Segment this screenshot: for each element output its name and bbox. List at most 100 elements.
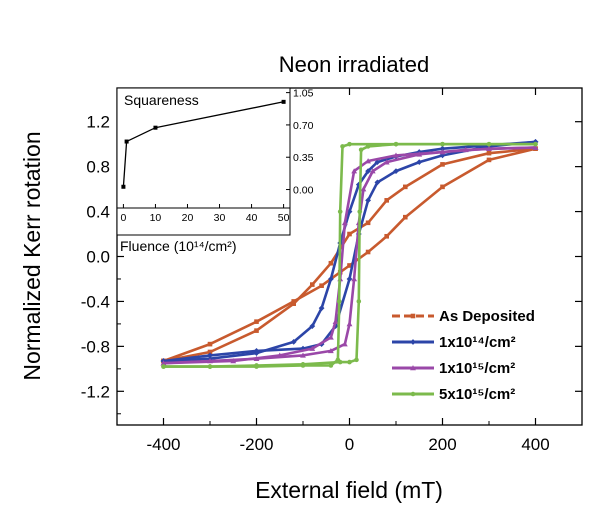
inset-x-axis-title: Fluence (10¹⁴/cm²)	[120, 238, 236, 254]
inset-y-tick-label: 0.35	[293, 152, 314, 164]
data-point	[383, 159, 390, 165]
y-tick-label: 0.0	[86, 248, 110, 267]
data-point	[207, 364, 213, 369]
inset-chart: Squareness 0 10 20 30 40 50 0.00 0.35 0.70 1.05 F…	[116, 87, 314, 254]
data-point	[384, 198, 389, 203]
inset-data-point	[281, 99, 286, 104]
inset-data-point	[121, 184, 126, 189]
data-point	[346, 276, 353, 282]
x-tick-label: -400	[146, 435, 180, 454]
legend-marker	[410, 313, 416, 319]
x-tick-label: 0	[345, 435, 354, 454]
data-point	[300, 352, 306, 358]
data-point	[290, 338, 297, 345]
data-point	[337, 209, 343, 214]
legend-label: 1x10¹⁴/cm²	[439, 334, 516, 351]
inset-y-tick-label: 0.70	[293, 120, 314, 132]
data-point	[332, 318, 339, 324]
data-point	[340, 144, 345, 149]
data-point	[328, 347, 334, 354]
data-point	[309, 345, 316, 351]
x-tick-label: -200	[239, 435, 273, 454]
x-axis-title: External field (mT)	[255, 477, 443, 503]
inset-series-group	[121, 99, 286, 189]
x-tick-label: 400	[521, 435, 549, 454]
data-point	[365, 197, 371, 204]
series-3	[161, 141, 538, 369]
inset-ticks-group: 0 10 20 30 40 50 0.00 0.35 0.70 1.05	[120, 88, 313, 224]
chart-title: Neon irradiated	[279, 52, 429, 77]
data-point	[486, 150, 492, 156]
data-point	[360, 186, 367, 192]
data-point	[439, 145, 446, 152]
data-point	[356, 299, 362, 304]
data-point	[374, 179, 381, 186]
data-point	[310, 282, 315, 287]
y-tick-label: 0.8	[86, 158, 110, 177]
data-point	[341, 341, 348, 347]
data-point	[486, 145, 492, 151]
main-plot-area: -400 -200 0 200 400-1.2-0.8-0.40.00.40.81.2	[81, 87, 583, 454]
data-point	[346, 208, 353, 215]
data-point	[347, 231, 352, 237]
data-point	[365, 249, 371, 255]
data-point	[416, 159, 423, 166]
inset-x-tick-label: 50	[278, 212, 290, 224]
legend-label: 5x10¹⁵/cm²	[439, 386, 515, 403]
legend-label: As Deposited	[439, 308, 535, 325]
inset-plot-frame	[116, 87, 291, 209]
data-point	[365, 220, 371, 226]
main-series-group	[160, 139, 539, 369]
data-point	[365, 158, 371, 164]
data-point	[207, 352, 213, 359]
inset-x-tick-label: 20	[182, 212, 194, 224]
main-ticks-group: -400 -200 0 200 400-1.2-0.8-0.40.00.40.81.2	[81, 88, 583, 454]
data-point	[328, 334, 334, 340]
series-0	[161, 146, 538, 364]
y-tick-label: -0.8	[81, 337, 110, 356]
data-point	[336, 299, 342, 304]
legend-marker	[410, 339, 416, 345]
x-tick-label: 200	[428, 435, 456, 454]
y-tick-label: -1.2	[81, 382, 110, 401]
data-point	[440, 184, 445, 190]
legend-marker	[410, 365, 416, 371]
data-point	[347, 359, 352, 365]
data-point	[533, 141, 538, 147]
data-point	[300, 363, 306, 368]
legend-label: 1x10¹⁵/cm²	[439, 360, 515, 377]
series-2	[160, 144, 539, 366]
data-point	[384, 233, 389, 239]
inset-y-tick-label: 0.00	[293, 185, 314, 197]
inset-background	[116, 87, 291, 236]
data-point	[357, 209, 363, 214]
data-point	[207, 349, 213, 355]
data-point	[253, 350, 260, 357]
data-point	[369, 168, 376, 174]
y-axis-title: Normalized Kerr rotation	[19, 131, 45, 380]
data-point	[347, 263, 352, 268]
inset-y-tick-label: 1.05	[293, 88, 314, 100]
data-point	[291, 301, 296, 306]
series-line	[163, 142, 536, 368]
data-point	[207, 341, 213, 347]
data-point	[276, 352, 283, 358]
data-point	[347, 141, 352, 147]
data-point	[532, 144, 539, 150]
data-point	[393, 168, 399, 175]
legend-marker	[410, 391, 416, 397]
data-point	[161, 364, 166, 369]
inset-data-point	[153, 125, 158, 130]
y-tick-label: 1.2	[86, 113, 110, 132]
y-tick-label: 0.4	[86, 203, 110, 222]
data-point	[341, 219, 348, 226]
data-point	[318, 305, 325, 312]
inset-data-point	[124, 139, 129, 144]
data-point	[403, 184, 408, 190]
data-point	[254, 319, 259, 324]
data-point	[319, 283, 324, 289]
data-point	[230, 358, 237, 364]
